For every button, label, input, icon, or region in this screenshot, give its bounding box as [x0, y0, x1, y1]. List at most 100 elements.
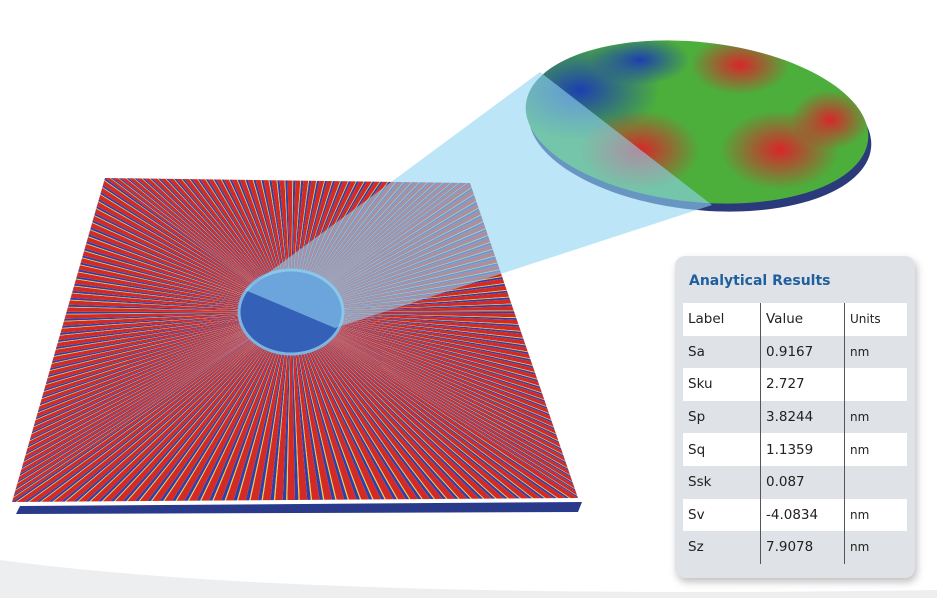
spoke: [12, 312, 291, 502]
spoke: [125, 312, 291, 502]
spoke: [49, 250, 292, 312]
spoke: [241, 178, 291, 312]
spoke: [12, 312, 291, 436]
spoke: [27, 312, 291, 332]
spoke: [232, 178, 291, 312]
spoke: [111, 178, 291, 312]
spoke: [291, 312, 578, 476]
table-cell: 0.087: [760, 465, 845, 499]
spoke: [291, 312, 569, 502]
spoke: [291, 311, 549, 314]
spoke: [12, 312, 291, 434]
spoke: [32, 312, 291, 315]
spoke: [291, 312, 301, 502]
spoke: [55, 233, 291, 312]
spoke: [64, 198, 291, 312]
spoke: [291, 312, 564, 358]
table-cell: nm: [844, 335, 907, 369]
spoke: [12, 312, 291, 458]
spoke: [291, 312, 456, 502]
spoke: [12, 312, 291, 453]
spoke: [12, 312, 291, 387]
table-cell: Sq: [683, 433, 761, 466]
spoke: [291, 312, 562, 353]
spoke: [87, 312, 291, 502]
spoke: [291, 312, 339, 502]
spoke: [196, 312, 291, 502]
spoke: [51, 241, 292, 312]
spoke: [139, 312, 291, 502]
spoke: [113, 178, 291, 312]
table-cell: nm: [844, 498, 907, 532]
spoke: [39, 289, 292, 312]
spoke: [58, 217, 291, 312]
spoke: [15, 312, 292, 371]
spoke: [291, 312, 413, 502]
spoke: [291, 312, 578, 502]
spoke: [104, 178, 291, 312]
spoke: [140, 178, 291, 312]
spoke: [168, 178, 291, 312]
spoke: [18, 312, 291, 361]
spoke: [242, 312, 291, 502]
results-panel: Analytical Results Label Value Units Sa 0.91…: [675, 256, 915, 578]
spoke: [12, 312, 291, 502]
spoke: [291, 312, 578, 502]
blob: [690, 35, 790, 95]
spoke: [291, 312, 578, 421]
spoke: [213, 178, 291, 312]
spoke: [164, 178, 291, 312]
spoke: [291, 312, 537, 502]
spoke: [25, 312, 292, 340]
spoke: [12, 312, 291, 499]
spoke: [291, 312, 578, 500]
spoke: [12, 312, 291, 501]
spoke: [291, 312, 578, 413]
spoke: [12, 312, 291, 444]
spoke: [12, 312, 291, 412]
spoke: [291, 312, 578, 460]
spoke: [34, 303, 291, 312]
spoke: [291, 312, 485, 502]
spoke: [57, 224, 291, 312]
spoke: [32, 306, 292, 312]
spoke: [291, 312, 575, 390]
spoke: [291, 312, 526, 502]
spoke: [129, 178, 291, 312]
spoke: [12, 312, 291, 461]
spoke: [291, 312, 358, 502]
spoke: [92, 178, 291, 312]
spoke: [214, 312, 291, 502]
spoke: [291, 312, 471, 502]
spoke: [291, 312, 541, 502]
zoom-beam: [245, 72, 712, 328]
spoke: [291, 312, 330, 502]
spoke: [291, 312, 357, 502]
spoke: [291, 312, 466, 502]
spoke: [62, 206, 292, 312]
table-cell: Sp: [683, 400, 761, 434]
spoke: [20, 312, 292, 355]
spoke: [12, 312, 291, 490]
spoke: [20, 312, 291, 356]
spoke: [291, 312, 314, 502]
spoke: [291, 312, 578, 405]
spoke: [22, 312, 291, 348]
spoke: [13, 312, 292, 380]
spoke: [291, 312, 556, 502]
spoke: [18, 312, 291, 363]
table-cell: Sa: [683, 335, 761, 369]
spoke: [65, 193, 291, 312]
spoke: [187, 312, 291, 502]
spoke: [12, 312, 291, 502]
spoke: [291, 312, 578, 468]
spoke: [60, 209, 292, 312]
spoke: [12, 312, 291, 452]
spoke: [12, 312, 291, 502]
spoke: [63, 201, 292, 312]
table-cell: nm: [844, 531, 907, 564]
spoke: [277, 178, 291, 312]
spoke: [291, 312, 324, 502]
spoke: [291, 312, 578, 453]
